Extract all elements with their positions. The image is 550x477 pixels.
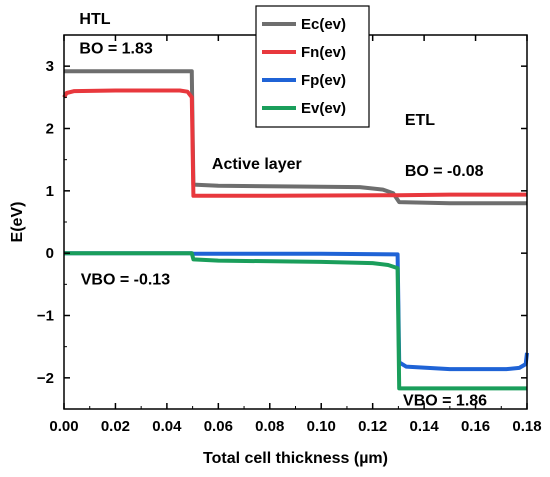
x-tick-label: 0.02 xyxy=(101,418,130,435)
x-tick-label: 0.06 xyxy=(204,418,233,435)
annotation-label: HTL xyxy=(79,11,110,28)
legend-entry: Ev(ev) xyxy=(301,100,346,117)
series-line xyxy=(64,69,527,206)
legend-entry: Ec(ev) xyxy=(301,16,346,33)
annotations: HTL BO = 1.83 Active layer ETL BO = -0.08 VBO… xyxy=(79,11,487,409)
legend: Ec(ev) Fn(ev) Fp(ev) Ev(ev) xyxy=(255,5,370,128)
annotation-label: ETL xyxy=(405,112,435,129)
x-tick-label: 0.12 xyxy=(358,418,387,435)
annotation-label: Active layer xyxy=(212,156,302,173)
x-tick-label: 0.00 xyxy=(49,418,78,435)
annotation-label: VBO = 1.86 xyxy=(403,392,487,409)
series-line xyxy=(62,88,527,198)
axes: 0.00 0.02 0.04 0.06 0.08 0.10 0.12 0.14 0.16 0.18… xyxy=(9,34,542,467)
series-line xyxy=(64,251,527,391)
legend-box xyxy=(255,5,370,128)
x-axis-title: Total cell thickness (µm) xyxy=(203,450,388,467)
y-axis-title: E(eV) xyxy=(9,202,26,243)
legend-entry: Fp(ev) xyxy=(301,72,346,89)
annotation-label: BO = -0.08 xyxy=(405,163,484,180)
x-tick-label: 0.08 xyxy=(255,418,284,435)
legend-entry: Fn(ev) xyxy=(301,44,346,61)
x-tick-label: 0.16 xyxy=(461,418,490,435)
series-layer xyxy=(62,69,529,391)
y-tick-label: 3 xyxy=(46,58,54,75)
x-tick-label: 0.14 xyxy=(410,418,440,435)
x-tick-label: 0.10 xyxy=(307,418,336,435)
x-tick-label: 0.04 xyxy=(152,418,182,435)
y-tick-label: 2 xyxy=(46,121,54,138)
annotation-label: BO = 1.83 xyxy=(79,41,152,58)
y-tick-label: 1 xyxy=(46,183,54,200)
y-tick-label: −1 xyxy=(37,308,54,325)
x-tick-label: 0.18 xyxy=(512,418,541,435)
y-tick-label: 0 xyxy=(46,245,54,262)
annotation-label: VBO = -0.13 xyxy=(81,271,170,288)
y-tick-label: −2 xyxy=(37,370,54,387)
